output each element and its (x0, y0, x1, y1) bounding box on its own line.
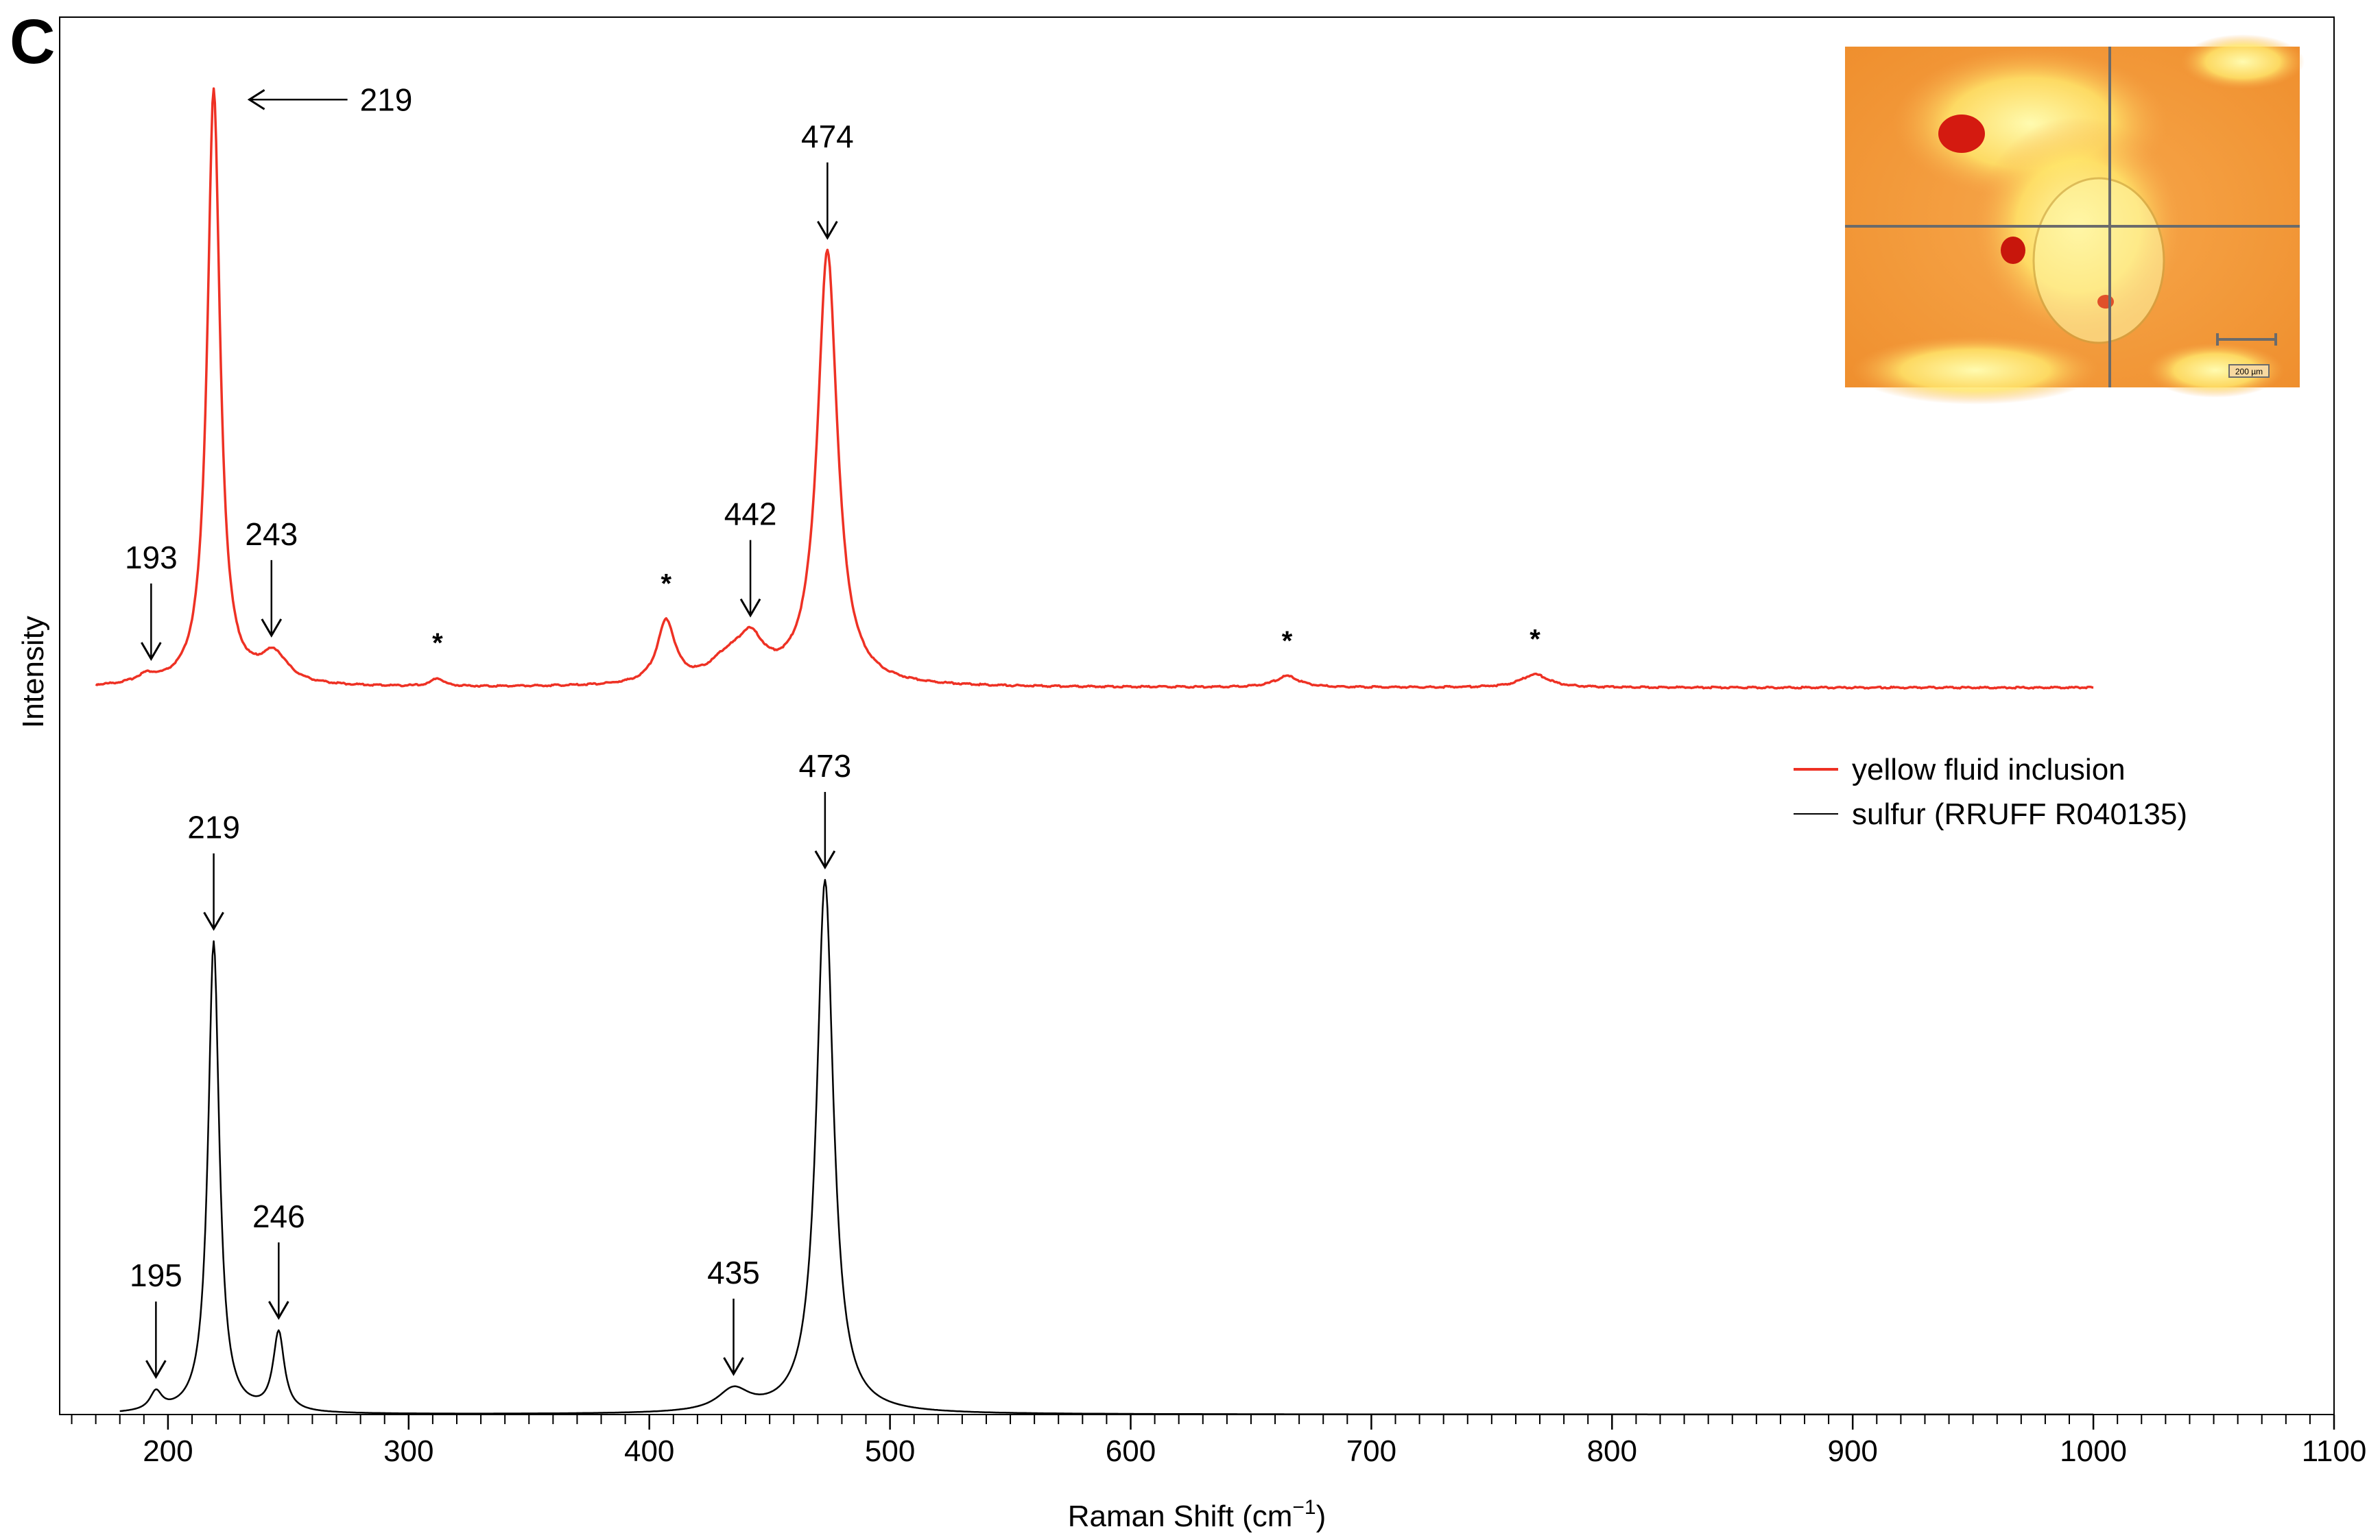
peak-label: 473 (798, 748, 851, 784)
annotation-arrow-head (141, 642, 162, 661)
inset-inclusion-red-2 (2001, 237, 2025, 264)
inset-inclusion-red-1 (1938, 115, 1985, 153)
x-tick-label: 300 (383, 1434, 433, 1468)
inset-inclusion-red-3 (2097, 295, 2114, 309)
annotation-arrow-head (723, 1357, 744, 1376)
inset-glow-bottom (1852, 336, 2099, 405)
inset-scale-label-box (2228, 364, 2270, 378)
x-tick-label: 600 (1106, 1434, 1156, 1468)
inset-scale-label: 200 µm (2235, 367, 2263, 376)
x-axis-tick-labels: 200 300 400 500 600 700 800 900 1000 1100 (143, 1434, 2366, 1468)
x-tick-label: 700 (1346, 1434, 1396, 1468)
peak-label: 243 (245, 516, 298, 552)
y-axis-label: Intensity (16, 616, 50, 728)
peak-label: 435 (707, 1255, 760, 1290)
annotation-arrow-head (268, 1301, 289, 1321)
legend: yellow fluid inclusion sulfur (RRUFF R04… (1794, 753, 2187, 831)
inset-glow-bottomright (2147, 343, 2284, 398)
series-line-yellow-fluid-inclusion (95, 87, 2094, 690)
peak-label: 219 (187, 810, 240, 845)
x-axis-label: Raman Shift (cm−1) (1068, 1496, 1326, 1533)
legend-label-sulfur: sulfur (RRUFF R040135) (1852, 797, 2187, 831)
artifact-marker: * (661, 568, 671, 599)
x-axis-ticks (71, 1415, 2335, 1430)
peak-label: 195 (130, 1258, 182, 1293)
peak-annotations: 219 193 243 442 474 * * * * 219 195 246 435 473 (125, 82, 1540, 1380)
artifact-marker: * (1530, 624, 1540, 654)
annotation-arrow-head (817, 221, 838, 240)
x-tick-label: 200 (143, 1434, 193, 1468)
x-tick-label: 400 (624, 1434, 674, 1468)
annotation-arrow-head (247, 89, 265, 110)
peak-label: 474 (801, 119, 854, 154)
peak-label: 219 (360, 82, 413, 117)
annotation-arrow-head (203, 911, 224, 931)
annotation-arrow-head (739, 598, 761, 618)
x-tick-label: 900 (1827, 1434, 1877, 1468)
artifact-marker: * (1282, 626, 1293, 656)
peak-label: 193 (125, 540, 178, 575)
inset-micrograph: 200 µm (1845, 34, 2305, 405)
annotation-arrow-head (145, 1360, 167, 1380)
legend-label-yellow-fluid-inclusion: yellow fluid inclusion (1852, 753, 2126, 786)
annotation-arrow-head (261, 618, 283, 638)
artifact-marker: * (432, 628, 443, 658)
series-group (95, 87, 2094, 1416)
peak-label: 442 (724, 496, 777, 532)
x-tick-label: 1100 (2302, 1434, 2367, 1468)
panel-letter: C (10, 7, 55, 77)
annotation-arrow-head (814, 850, 836, 870)
x-tick-label: 1000 (2060, 1434, 2127, 1468)
inset-glow-topright (2181, 34, 2305, 89)
x-tick-label: 800 (1587, 1434, 1637, 1468)
peak-label: 246 (252, 1199, 305, 1234)
x-tick-label: 500 (865, 1434, 915, 1468)
inset-crystal (2032, 177, 2165, 344)
series-line-sulfur (119, 878, 2094, 1416)
